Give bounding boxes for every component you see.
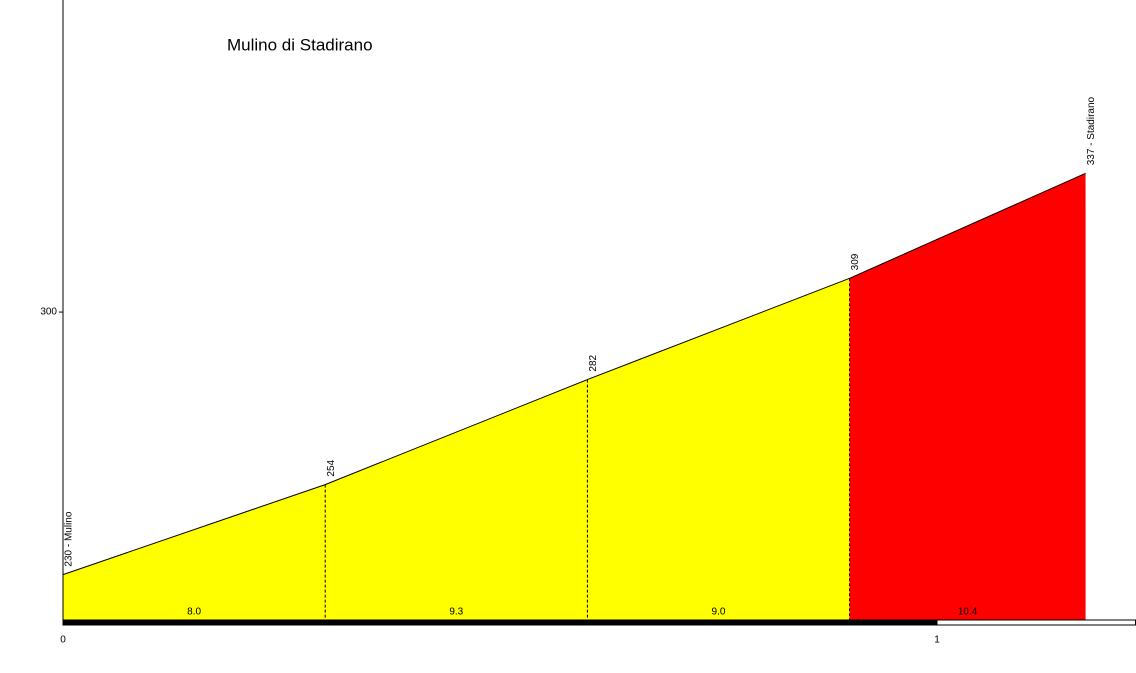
scale-band <box>936 619 1136 626</box>
segment-label: 8.0 <box>187 607 201 618</box>
segment-area <box>63 484 326 620</box>
segment-label: 9.3 <box>449 607 463 618</box>
segment-label: 10.4 <box>958 607 978 618</box>
elevation-label: 309 <box>850 253 861 270</box>
x-tick-label: 0 <box>60 635 66 646</box>
elevation-label: 254 <box>326 459 337 476</box>
scale-band <box>62 619 937 626</box>
profile-line <box>62 172 1086 576</box>
segment-label: 9.0 <box>712 607 726 618</box>
segment-area <box>587 278 850 620</box>
x-tick-label: 1 <box>934 635 940 646</box>
elevation-label: 337 - Stadirano <box>1086 96 1097 165</box>
elevation-label: 230 - Mulino <box>64 511 75 566</box>
segment-area <box>849 173 1086 620</box>
elevation-label: 282 <box>588 354 599 371</box>
y-tick-label: 300 <box>40 307 57 318</box>
chart-title: Mulino di Stadirano <box>227 35 373 54</box>
segment-area <box>325 379 588 620</box>
